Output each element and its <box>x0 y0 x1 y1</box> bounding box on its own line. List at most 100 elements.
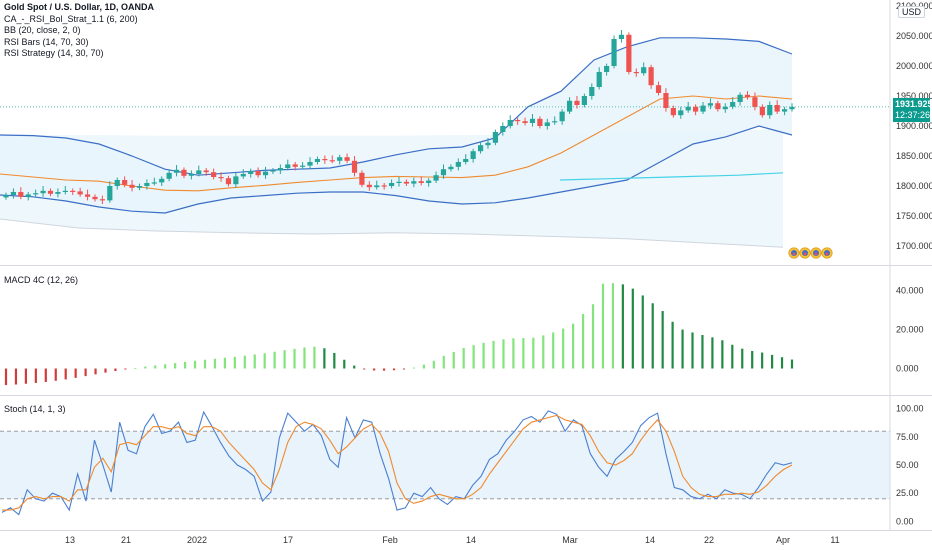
macd-bar <box>253 354 256 369</box>
macd-bar <box>174 363 177 369</box>
macd-bar <box>14 368 18 385</box>
candle-body <box>596 72 602 87</box>
macd-bar <box>771 354 774 369</box>
candle-body <box>500 126 506 132</box>
macd-label[interactable]: MACD 4C (12, 26) <box>4 275 79 285</box>
macd-legend[interactable]: MACD 4C (12, 26) <box>4 275 78 287</box>
macd-bar <box>611 283 615 369</box>
candle-body <box>693 106 699 112</box>
macd-bar <box>482 342 485 369</box>
symbol-title[interactable]: Gold Spot / U.S. Dollar, 1D, OANDA <box>4 2 155 12</box>
indicator-ca-strategy[interactable]: CA_-_RSI_Bol_Strat_1.1 (6, 200) <box>4 13 138 24</box>
candle-body <box>552 121 558 123</box>
candle-body <box>730 102 736 107</box>
macd-bar <box>263 353 266 369</box>
candle-body <box>396 181 402 183</box>
macd-bar <box>731 344 734 369</box>
last-price-value: 1931.925 <box>895 99 932 109</box>
macd-bar <box>412 367 416 369</box>
candle-body <box>774 105 780 112</box>
candle-body <box>685 106 691 111</box>
candle-body <box>351 160 358 173</box>
price-pane[interactable] <box>0 30 890 259</box>
price-axis-label: 1800.000 <box>896 181 932 191</box>
candle-body <box>440 169 447 176</box>
price-axis-label: 1750.000 <box>896 211 932 221</box>
candle-body <box>515 120 521 122</box>
price-axis-label: 1700.000 <box>896 241 932 251</box>
stoch-pane[interactable] <box>0 410 890 516</box>
macd-bar <box>94 368 97 375</box>
candle-body <box>700 105 706 112</box>
macd-bar <box>104 368 107 373</box>
stoch-axis-label: 100.00 <box>896 404 924 414</box>
candle-body <box>589 87 595 96</box>
time-axis-label: Apr <box>776 535 790 545</box>
macd-bar <box>422 364 425 369</box>
candle-body <box>641 67 647 74</box>
macd-bar <box>223 357 226 369</box>
candle-body <box>181 169 187 176</box>
candle-body <box>403 181 410 184</box>
macd-bar <box>164 364 167 369</box>
time-axis-label: 14 <box>645 535 655 545</box>
candle-body <box>129 184 135 188</box>
candle-body <box>218 177 224 179</box>
macd-bar <box>154 365 157 369</box>
indicator-rsi-strategy[interactable]: RSI Strategy (14, 30, 70) <box>4 48 104 58</box>
candle-body <box>122 180 128 185</box>
macd-bar <box>721 340 724 369</box>
macd-bar <box>124 368 127 370</box>
price-legend: Gold Spot / U.S. Dollar, 1D, OANDA CA_-_… <box>4 2 154 60</box>
candle-body <box>151 182 157 184</box>
macd-bar <box>552 332 555 369</box>
candle-body <box>470 151 476 159</box>
candle-body <box>388 183 395 186</box>
macd-bar <box>313 346 316 369</box>
stoch-band-fill <box>0 431 890 499</box>
stoch-label[interactable]: Stoch (14, 1, 3) <box>4 404 66 414</box>
macd-bar <box>532 337 535 369</box>
candle-body <box>314 159 321 162</box>
candle-body <box>270 170 276 172</box>
candle-body <box>248 171 254 174</box>
bb-upper-line <box>0 37 793 176</box>
candle-body <box>47 190 54 194</box>
bar-countdown: 12:37:26 <box>895 110 931 120</box>
macd-bar <box>283 350 286 369</box>
candle-body <box>633 72 639 74</box>
candle-body <box>144 183 150 186</box>
stoch-legend[interactable]: Stoch (14, 1, 3) <box>4 404 66 416</box>
candle-body <box>99 199 105 201</box>
candle-body <box>463 159 469 162</box>
candle-body <box>537 118 543 126</box>
candle-body <box>715 103 721 110</box>
candle-body <box>300 165 306 167</box>
macd-bar <box>661 311 664 369</box>
indicator-rsi-bars[interactable]: RSI Bars (14, 70, 30) <box>4 36 89 47</box>
candle-body <box>433 175 439 181</box>
candle-body <box>277 168 283 171</box>
indicator-bb[interactable]: BB (20, close, 2, 0) <box>4 25 81 35</box>
candle-body <box>166 172 172 179</box>
candle-body <box>33 193 39 195</box>
time-axis-label: 13 <box>65 535 75 545</box>
candle-body <box>529 118 536 123</box>
macd-pane[interactable] <box>4 283 794 386</box>
candle-body <box>663 93 669 108</box>
macd-bar <box>193 360 197 369</box>
candle-body <box>114 180 120 186</box>
candle-body <box>737 94 743 102</box>
candle-body <box>411 181 417 184</box>
currency-button[interactable]: USD <box>898 6 926 18</box>
candle-body <box>211 172 217 177</box>
macd-bar <box>780 357 784 369</box>
candle-body <box>18 192 24 197</box>
macd-bar <box>213 358 217 369</box>
candle-body <box>655 85 662 93</box>
macd-axis-label: 20.000 <box>896 325 924 335</box>
macd-bar <box>621 284 624 369</box>
last-price-badge: 1931.925 12:37:26 <box>893 98 932 122</box>
